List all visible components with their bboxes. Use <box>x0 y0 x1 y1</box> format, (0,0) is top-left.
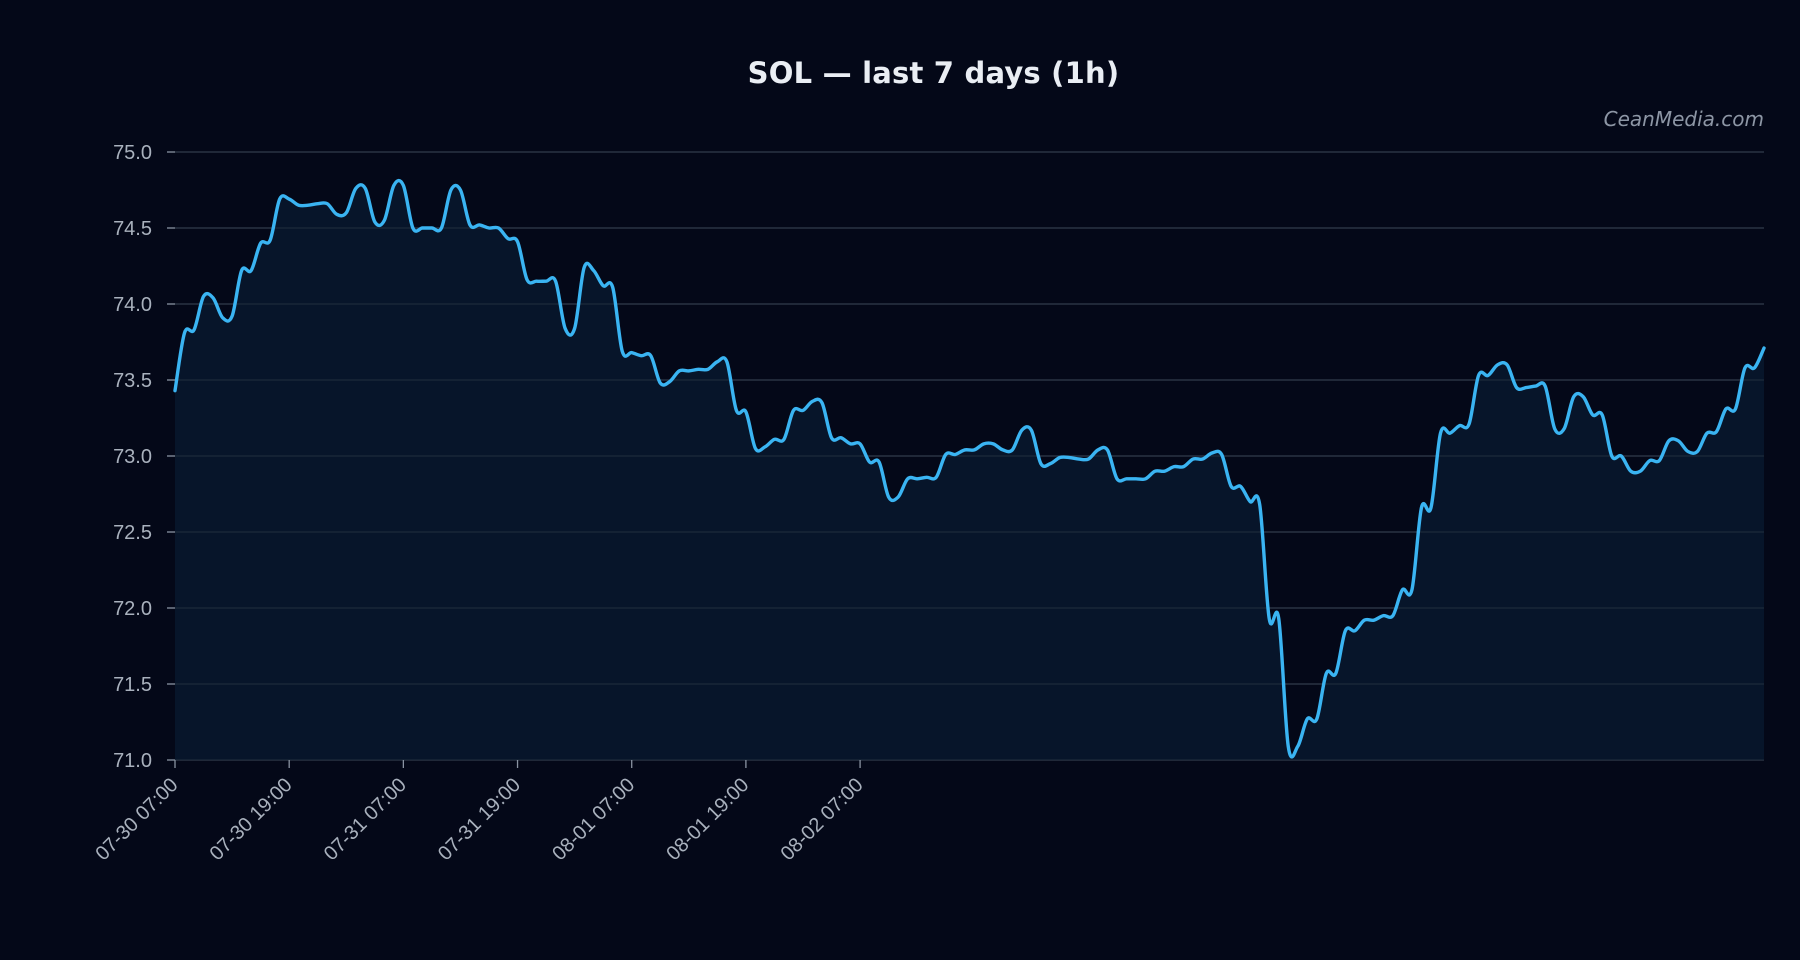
x-tick-label: 08-02 07:00 <box>777 774 868 865</box>
series-line <box>173 178 1766 759</box>
series-line-layer <box>173 178 1766 759</box>
x-axis: 07-30 07:00 07-30 19:00 07-31 07:00 07-31 1… <box>91 760 868 865</box>
x-tick-label: 08-01 19:00 <box>662 774 753 865</box>
x-tick-label: 07-31 07:00 <box>320 774 411 865</box>
x-tick-label: 07-30 07:00 <box>91 774 182 865</box>
y-tick-label: 71.5 <box>113 674 152 696</box>
y-tick-label: 72.5 <box>113 522 152 544</box>
watermark-label: CeanMedia.com <box>1603 107 1764 131</box>
area-fill-layer <box>175 151 1764 761</box>
y-tick-label: 74.5 <box>113 218 152 240</box>
y-tick-label: 73.0 <box>113 446 152 468</box>
y-tick-label: 74.0 <box>113 294 152 316</box>
y-tick-label: 71.0 <box>113 750 152 772</box>
gridlines-overlay <box>175 151 1764 761</box>
y-tick-label: 73.5 <box>113 370 152 392</box>
x-tick-label: 07-31 19:00 <box>434 774 525 865</box>
x-tick-label: 07-30 19:00 <box>206 774 297 865</box>
x-tick-label: 08-01 07:00 <box>548 774 639 865</box>
y-axis: 75.0 74.5 74.0 73.5 73.0 72.5 72.0 71.5 71.0 <box>113 142 175 772</box>
chart-title: SOL — last 7 days (1h) <box>747 56 1120 90</box>
y-tick-label: 75.0 <box>113 142 152 164</box>
y-tick-label: 72.0 <box>113 598 152 620</box>
series-area-fill <box>175 180 1764 760</box>
